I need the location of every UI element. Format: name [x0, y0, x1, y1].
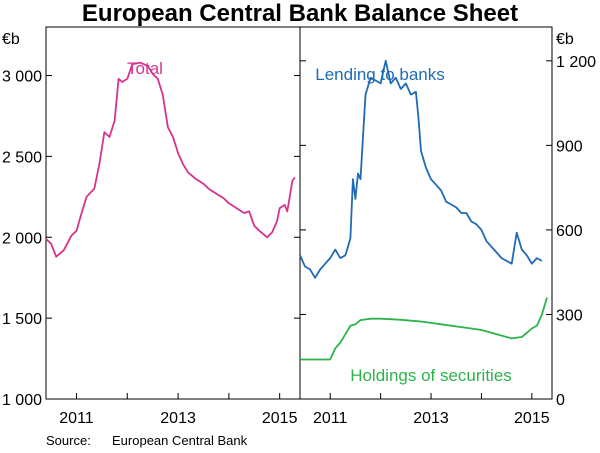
- xtick-label-1-1: 2013: [413, 410, 449, 427]
- series-label-total: Total: [127, 59, 163, 78]
- chart-title: European Central Bank Balance Sheet: [81, 0, 519, 27]
- right-unit-label: €b: [556, 31, 574, 48]
- left-ytick-label-1: 1 500: [2, 311, 42, 328]
- xtick-label-0-1: 2013: [160, 410, 196, 427]
- left-ytick-label-2: 2 000: [2, 230, 42, 247]
- xtick-label-0-0: 2011: [59, 410, 94, 427]
- left-ytick-label-0: 1 000: [2, 392, 42, 409]
- tick-marks: [46, 60, 552, 399]
- left-ytick-label-4: 3 000: [2, 69, 42, 86]
- left-unit-label: €b: [2, 31, 20, 48]
- chart-frame: [45, 26, 553, 400]
- series-line-lending-to-banks: [299, 59, 543, 279]
- series-lines: [45, 59, 548, 361]
- left-ytick-label-3: 2 500: [2, 149, 42, 166]
- series-line-total: [45, 61, 296, 258]
- series-line-holdings-of-securities: [300, 297, 548, 361]
- source-note: Source: European Central Bank: [46, 433, 247, 449]
- right-ytick-label-4: 1 200: [556, 54, 596, 71]
- chart-text: €b €b 1 000 1 500 2 000 2 500 3 000 0 300 600 900 1…: [2, 31, 596, 427]
- xtick-label-0-2: 2015: [262, 410, 298, 427]
- source-text: European Central Bank: [112, 433, 248, 448]
- right-ytick-label-0: 0: [556, 392, 565, 409]
- series-label-holdings-of-securities: Holdings of securities: [350, 366, 512, 385]
- xtick-label-1-2: 2015: [514, 410, 550, 427]
- right-ytick-label-2: 600: [556, 223, 583, 240]
- right-ytick-label-1: 300: [556, 307, 583, 324]
- xtick-label-1-0: 2011: [313, 410, 348, 427]
- series-label-lending-to-banks: Lending to banks: [315, 65, 445, 84]
- right-ytick-label-3: 900: [556, 138, 583, 155]
- plot-frame: [45, 26, 553, 400]
- source-label: Source:: [46, 433, 91, 448]
